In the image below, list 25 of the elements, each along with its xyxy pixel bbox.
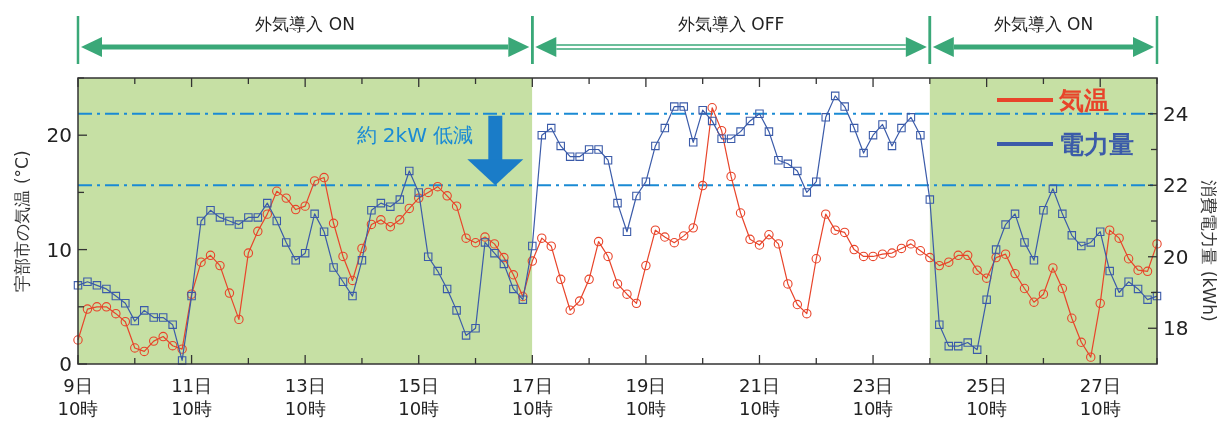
- x-tick-label: 25日 10時: [966, 375, 1008, 419]
- legend-label: 電力量: [1059, 130, 1134, 159]
- x-tick-label: 17日 10時: [511, 375, 553, 419]
- x-tick-label: 11日 10時: [171, 375, 213, 419]
- band-label: 外気導入 ON: [255, 14, 355, 34]
- y2-axis-title: 消費電力量 (kWh): [1199, 180, 1219, 322]
- y2-tick-label: 18: [1163, 316, 1189, 341]
- legend-label: 気温: [1058, 86, 1109, 115]
- x-tick-label: 9日 10時: [57, 375, 99, 419]
- band-label: 外気導入 OFF: [677, 14, 785, 34]
- y-tick-label: 0: [59, 352, 72, 376]
- x-tick-label: 21日 10時: [739, 375, 780, 419]
- y-tick-label: 10: [46, 237, 72, 262]
- y2-tick-label: 20: [1163, 244, 1189, 269]
- x-tick-label: 23日 10時: [852, 375, 894, 419]
- band-label: 外気導入 ON: [993, 14, 1094, 34]
- y-axis-title: 宇部市の気温 (°C): [12, 150, 32, 292]
- x-tick-label: 27日 10時: [1079, 375, 1121, 419]
- x-tick-label: 19日 10時: [625, 375, 667, 419]
- y2-tick-label: 24: [1163, 101, 1189, 126]
- x-tick-label: 15日 10時: [398, 375, 440, 419]
- x-tick-label: 13日 10時: [284, 375, 326, 419]
- y-tick-label: 20: [46, 123, 72, 148]
- annotation: 約 2kW 低減: [356, 122, 474, 147]
- y2-tick-label: 22: [1163, 173, 1189, 198]
